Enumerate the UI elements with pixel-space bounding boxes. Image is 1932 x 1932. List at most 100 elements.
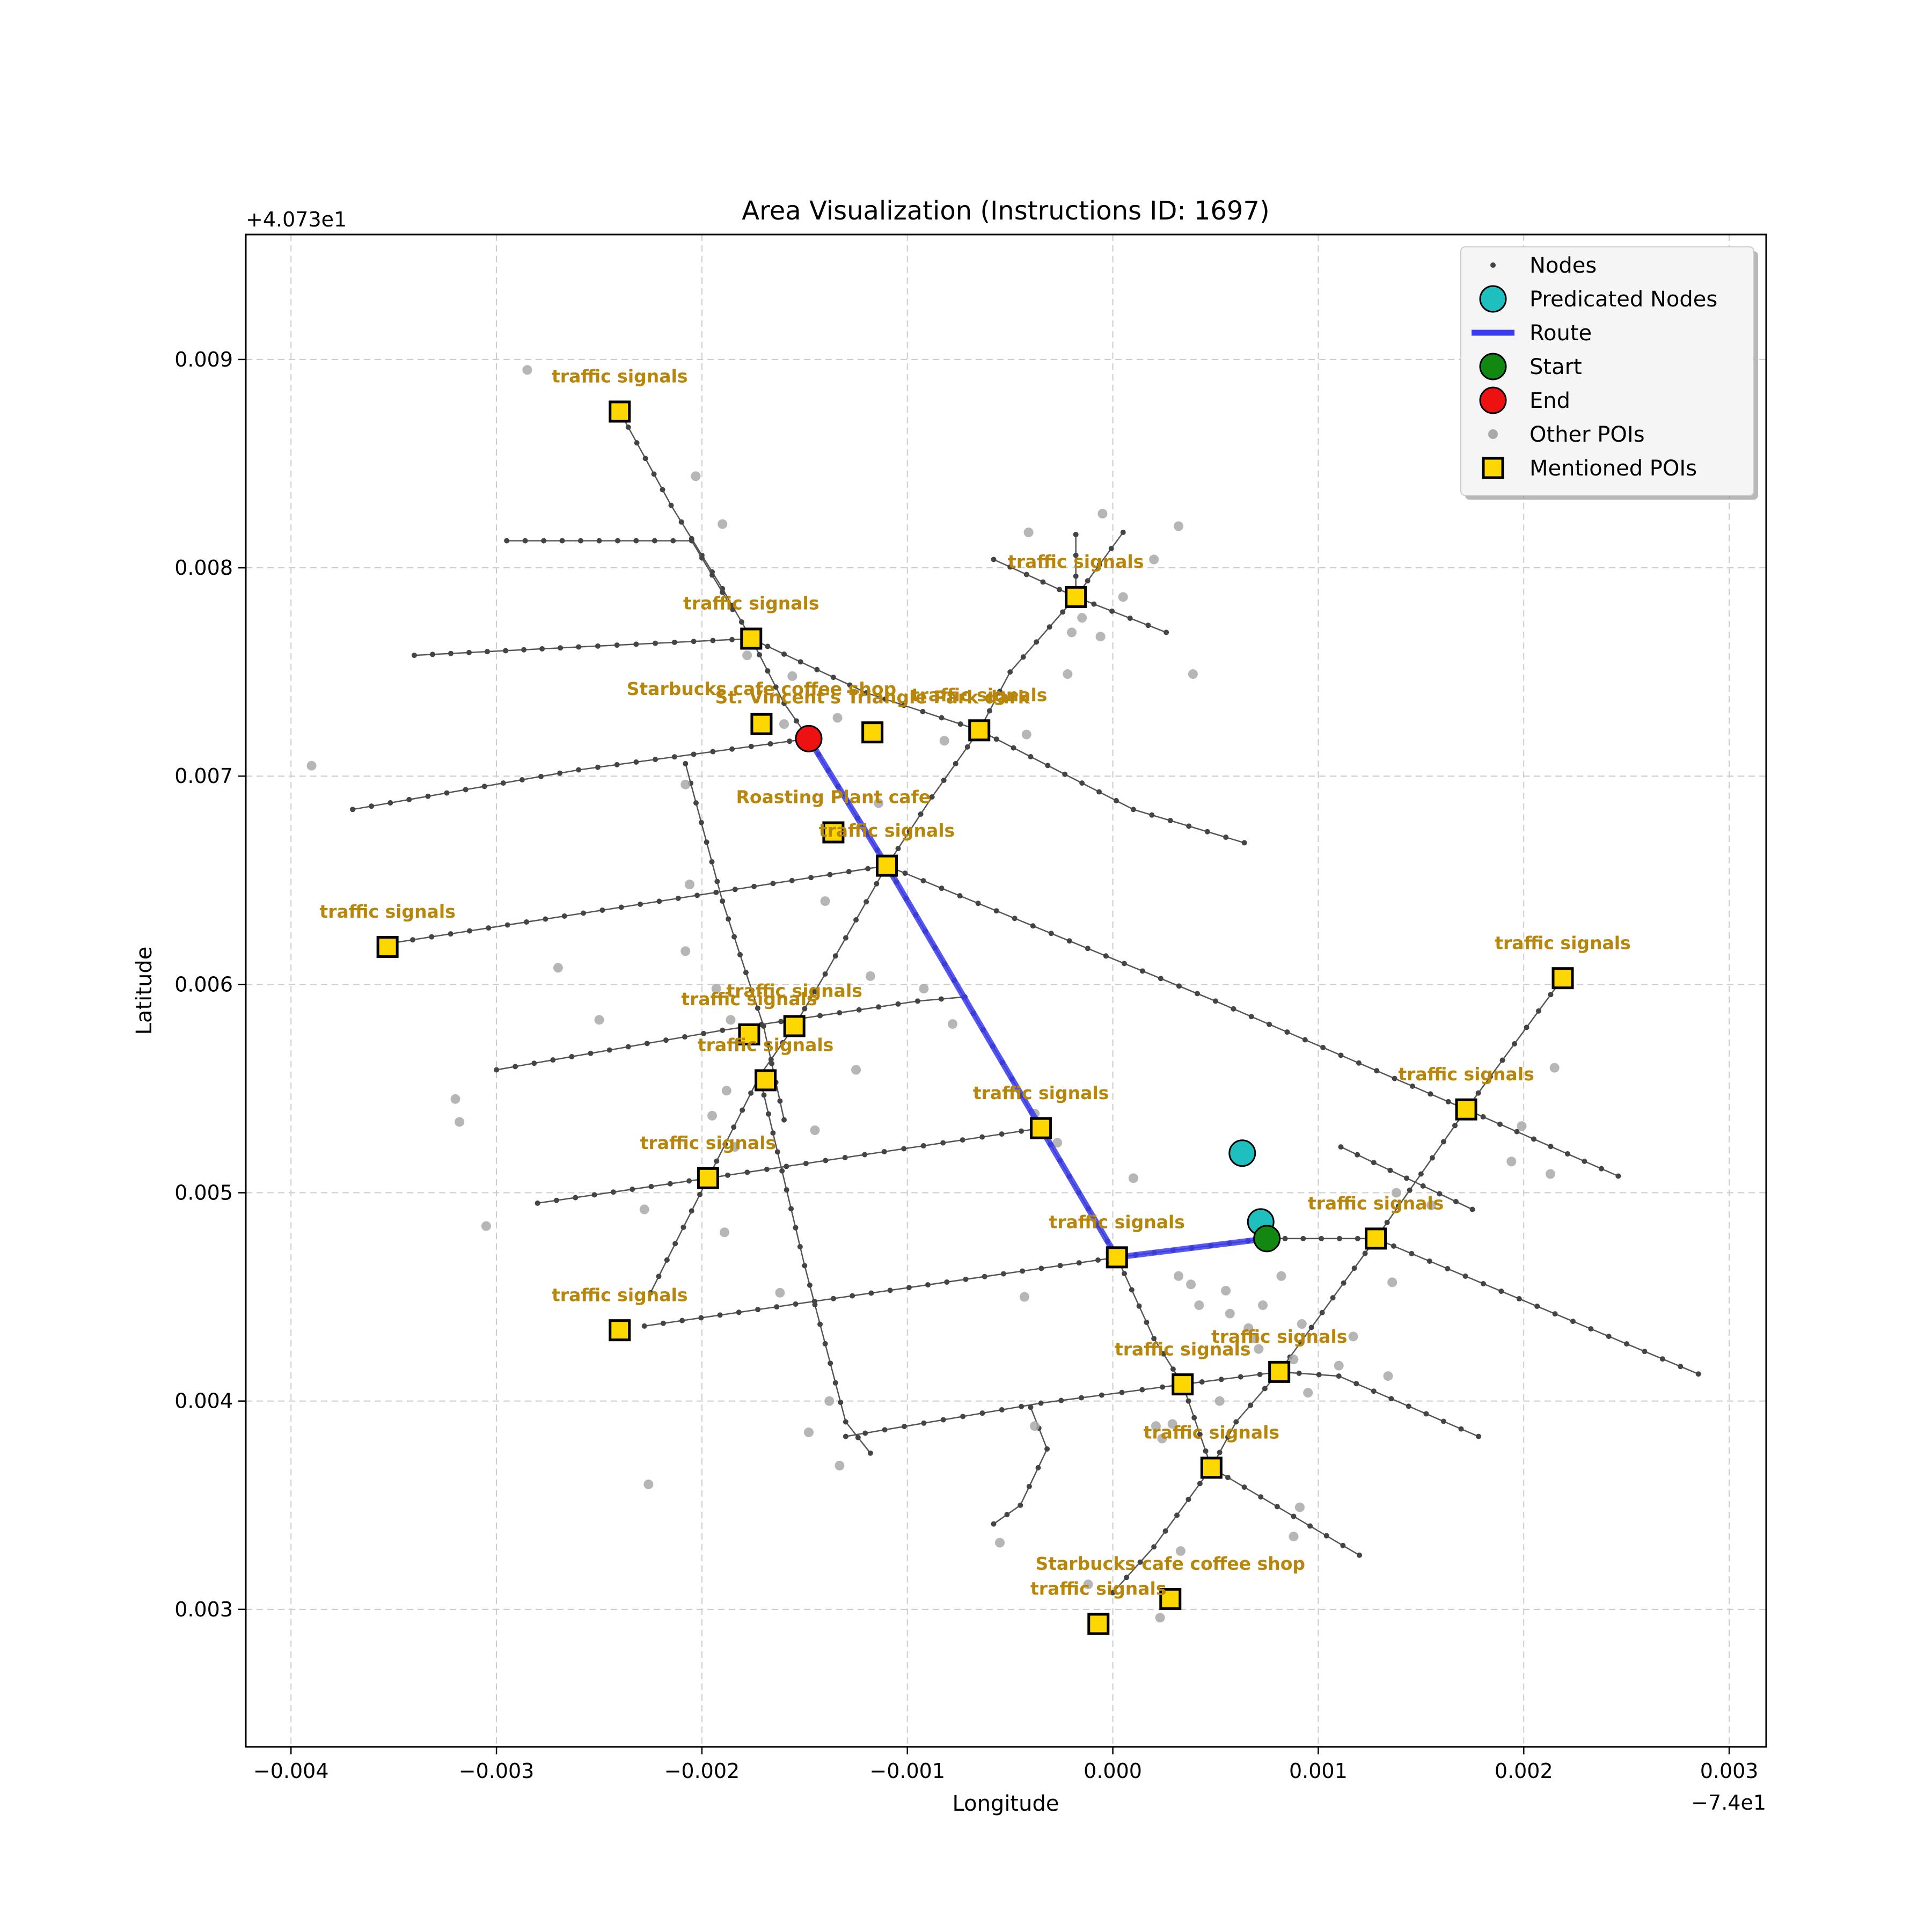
- street-node: [1085, 578, 1091, 584]
- street-node: [1137, 1559, 1143, 1565]
- other-poi: [1254, 1344, 1264, 1354]
- street-node: [986, 708, 992, 714]
- street-node: [1000, 1271, 1006, 1277]
- street-node: [634, 440, 640, 446]
- street-node: [1404, 1175, 1410, 1181]
- other-poi: [1289, 1531, 1299, 1541]
- street-node: [425, 793, 431, 799]
- street-node: [463, 787, 469, 793]
- mentioned-poi-label: traffic signals: [973, 1082, 1109, 1103]
- street-node: [1308, 1324, 1314, 1330]
- street-node: [925, 1282, 931, 1288]
- street-node: [521, 647, 527, 653]
- street-node: [1241, 1484, 1247, 1490]
- street-node: [855, 1435, 861, 1440]
- street-node: [793, 1225, 799, 1231]
- street-node: [660, 487, 665, 493]
- street-node: [599, 907, 605, 913]
- street-node: [999, 1407, 1005, 1413]
- street-node: [686, 1178, 692, 1184]
- other-poi: [1426, 1200, 1436, 1210]
- street-node: [1007, 669, 1013, 675]
- street-node: [618, 904, 624, 910]
- street-node: [731, 934, 737, 940]
- street-node: [369, 803, 375, 809]
- street-node: [853, 917, 859, 923]
- street-node: [504, 922, 510, 928]
- street-node: [653, 757, 658, 763]
- street-node: [1480, 1281, 1486, 1287]
- street-node: [1012, 916, 1018, 921]
- street-node: [868, 1290, 874, 1296]
- street-node: [1606, 1334, 1612, 1340]
- street-node: [1197, 1481, 1203, 1487]
- street-node: [1020, 654, 1026, 660]
- street-node: [1284, 1029, 1290, 1035]
- street-node: [656, 898, 662, 904]
- other-poi: [1095, 632, 1106, 642]
- street-node: [874, 881, 880, 887]
- street-node: [1524, 1024, 1529, 1030]
- street-node: [387, 800, 393, 806]
- street-node: [1437, 1191, 1443, 1197]
- street-segment: [1211, 1467, 1360, 1556]
- street-node: [350, 807, 356, 813]
- mentioned-poi-label: Starbucks cafe coffee shop: [627, 678, 897, 699]
- street-node: [867, 1450, 873, 1456]
- street-node: [1174, 1512, 1180, 1518]
- street-node: [902, 870, 908, 876]
- street-node: [770, 1130, 776, 1136]
- street-node: [777, 1098, 783, 1104]
- y-tick-label: 0.007: [174, 764, 233, 788]
- street-node: [1355, 1235, 1360, 1241]
- other-poi: [742, 650, 752, 661]
- street-node: [887, 1287, 893, 1293]
- street-node: [595, 643, 601, 649]
- predicated-node-marker: [1228, 1139, 1256, 1167]
- street-node: [757, 652, 763, 658]
- street-node: [1307, 1523, 1313, 1529]
- street-node: [697, 1191, 703, 1197]
- other-poi: [726, 1015, 736, 1025]
- street-node: [660, 1320, 666, 1326]
- street-node: [694, 892, 700, 898]
- mentioned-poi-label: traffic signals: [681, 989, 817, 1009]
- street-node: [906, 829, 912, 835]
- x-tick-label: −0.001: [869, 1759, 945, 1783]
- street-node: [1019, 1128, 1024, 1134]
- street-node: [1453, 1199, 1459, 1205]
- street-node: [770, 881, 776, 887]
- street-node: [648, 1183, 654, 1189]
- street-node: [1624, 1341, 1630, 1347]
- markers-layer: [795, 724, 1281, 1253]
- other-poi: [835, 1460, 845, 1470]
- street-node: [485, 649, 491, 655]
- street-node: [1233, 1419, 1239, 1425]
- other-poi: [1023, 528, 1034, 538]
- street-node: [768, 1057, 774, 1063]
- street-node: [1642, 1349, 1648, 1355]
- other-poi: [553, 963, 563, 973]
- street-node: [1073, 531, 1079, 537]
- street-node: [1371, 1160, 1377, 1166]
- street-node: [1028, 753, 1034, 759]
- street-node: [1062, 771, 1068, 777]
- mentioned-poi-marker: [755, 1069, 777, 1092]
- y-tick-label: 0.003: [174, 1598, 233, 1621]
- street-node: [794, 718, 800, 724]
- other-poi: [306, 760, 317, 771]
- street-node: [444, 790, 450, 796]
- street-node: [953, 760, 958, 766]
- mentioned-poi-label: traffic signals: [726, 980, 862, 1001]
- street-node: [730, 606, 736, 612]
- mentioned-poi-marker: [875, 854, 898, 877]
- street-node: [1044, 1446, 1050, 1452]
- street-node: [764, 1166, 770, 1172]
- street-node: [614, 538, 620, 544]
- other-poi: [810, 1125, 820, 1136]
- street-node: [1163, 630, 1169, 635]
- other-poi: [1077, 613, 1087, 623]
- street-node: [559, 538, 565, 544]
- street-node: [1418, 1171, 1424, 1177]
- street-node: [1498, 1289, 1504, 1294]
